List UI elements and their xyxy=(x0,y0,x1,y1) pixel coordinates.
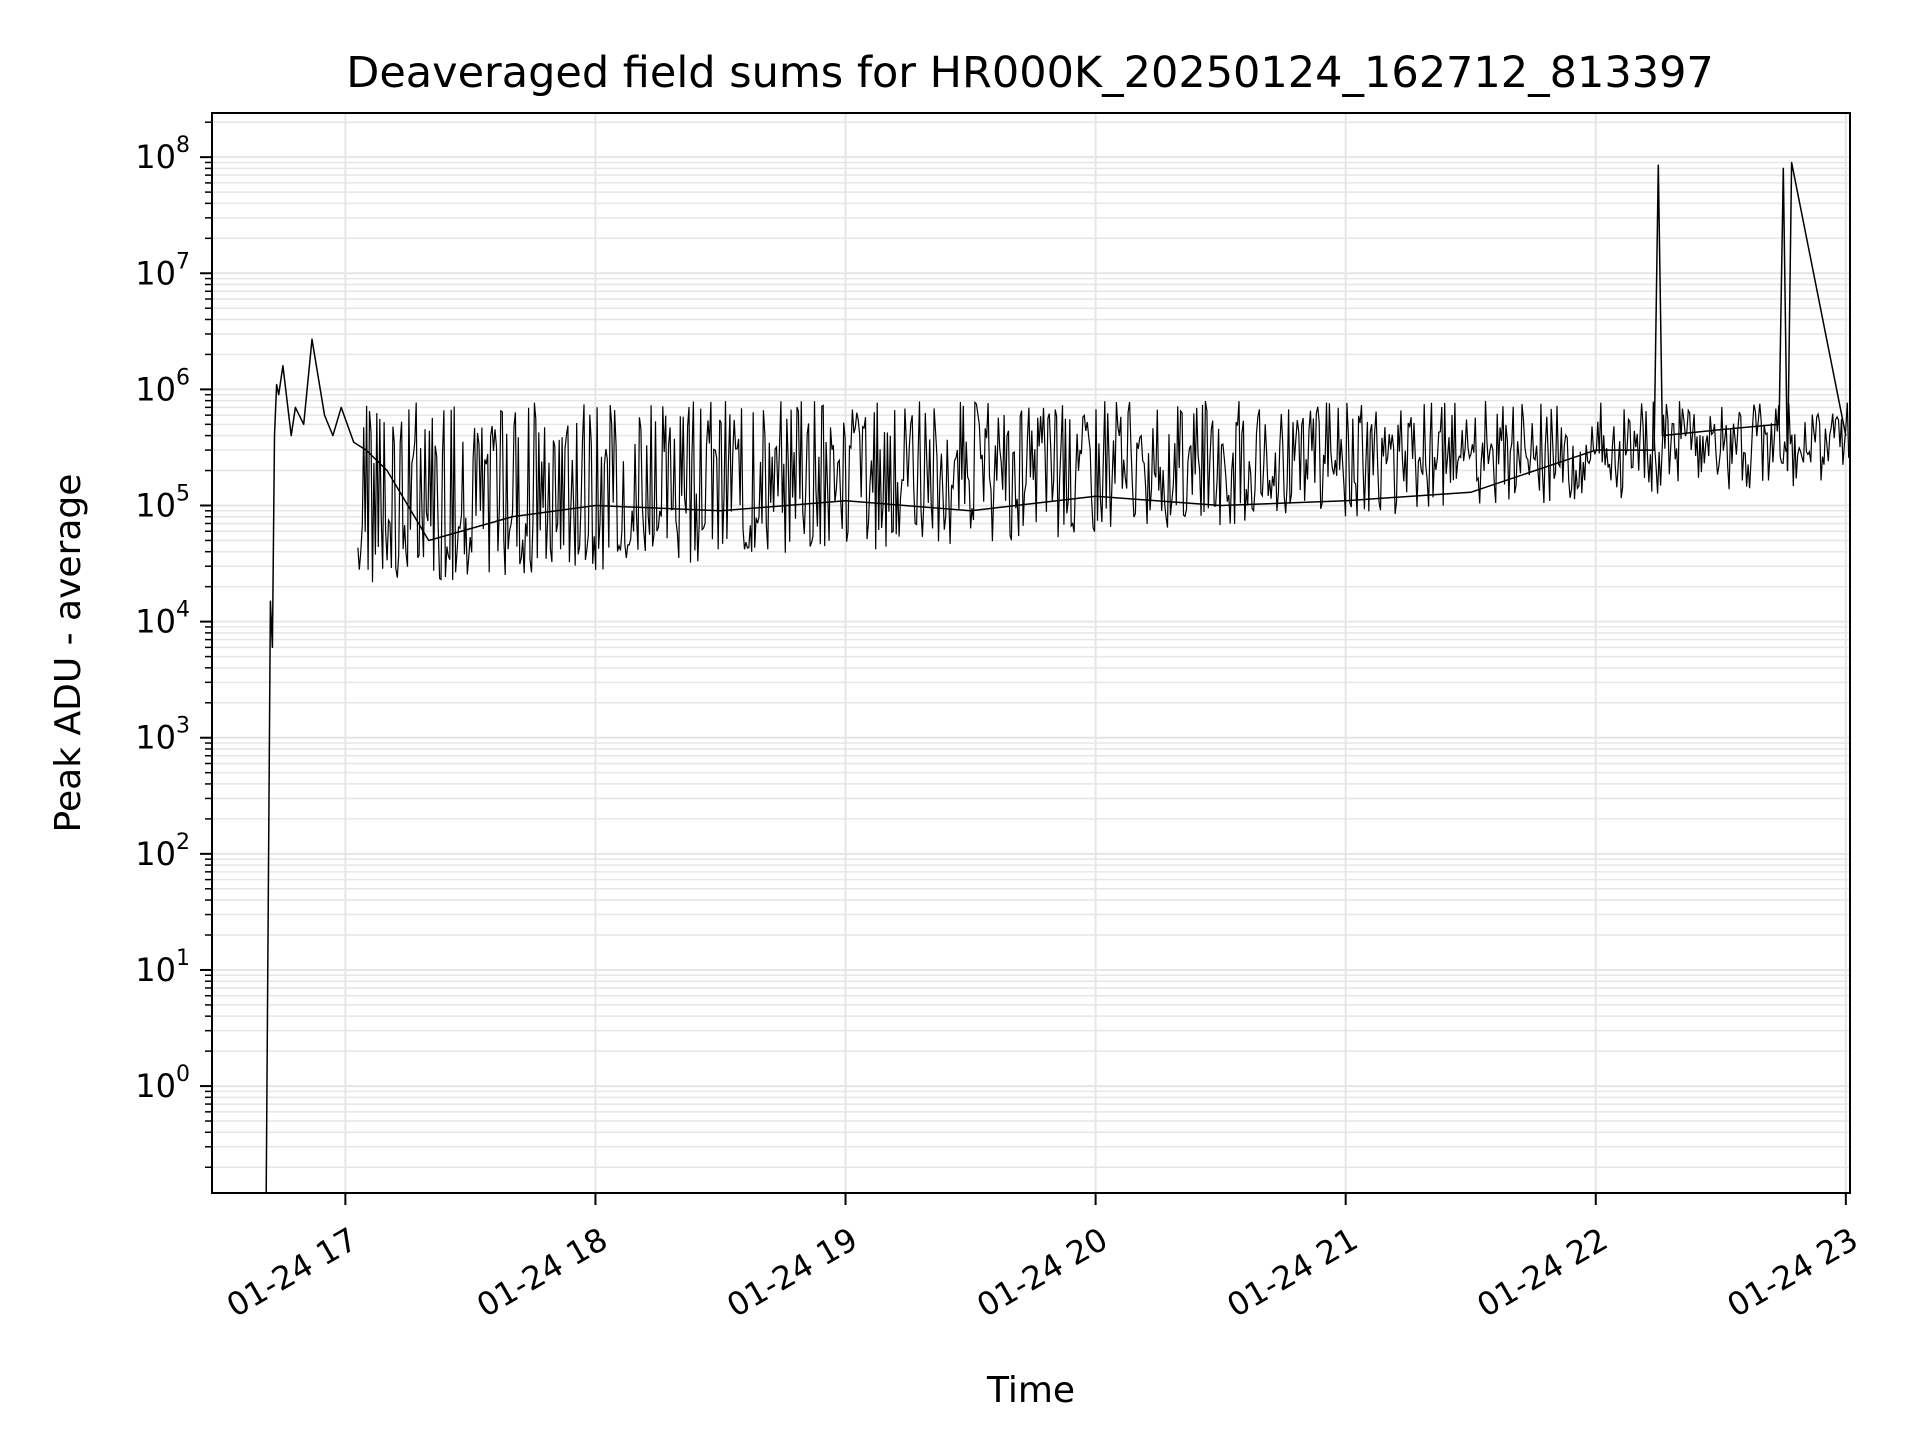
y-tick-label: 107 xyxy=(135,249,190,292)
series-line xyxy=(265,161,1847,1194)
series-line-noise xyxy=(357,400,1850,583)
y-tick-label: 103 xyxy=(135,714,190,757)
y-tick-label: 100 xyxy=(135,1062,190,1105)
chart-title: Deaveraged field sums for HR000K_2025012… xyxy=(346,48,1714,98)
grid xyxy=(212,113,1850,1193)
x-axis-label: Time xyxy=(986,1370,1075,1411)
y-tick-label: 106 xyxy=(135,365,190,408)
y-axis: 100 101 102 103 104 105 106 107 108 xyxy=(135,121,212,1168)
y-tick-label: 101 xyxy=(135,946,190,989)
y-axis-label: Peak ADU - average xyxy=(48,474,89,833)
y-tick-label: 105 xyxy=(135,481,190,524)
plot-area xyxy=(265,161,1850,1194)
axes-frame xyxy=(211,112,1851,1194)
y-tick-label: 102 xyxy=(135,830,190,873)
y-tick-label: 108 xyxy=(135,133,190,176)
y-tick-label: 104 xyxy=(135,598,190,641)
